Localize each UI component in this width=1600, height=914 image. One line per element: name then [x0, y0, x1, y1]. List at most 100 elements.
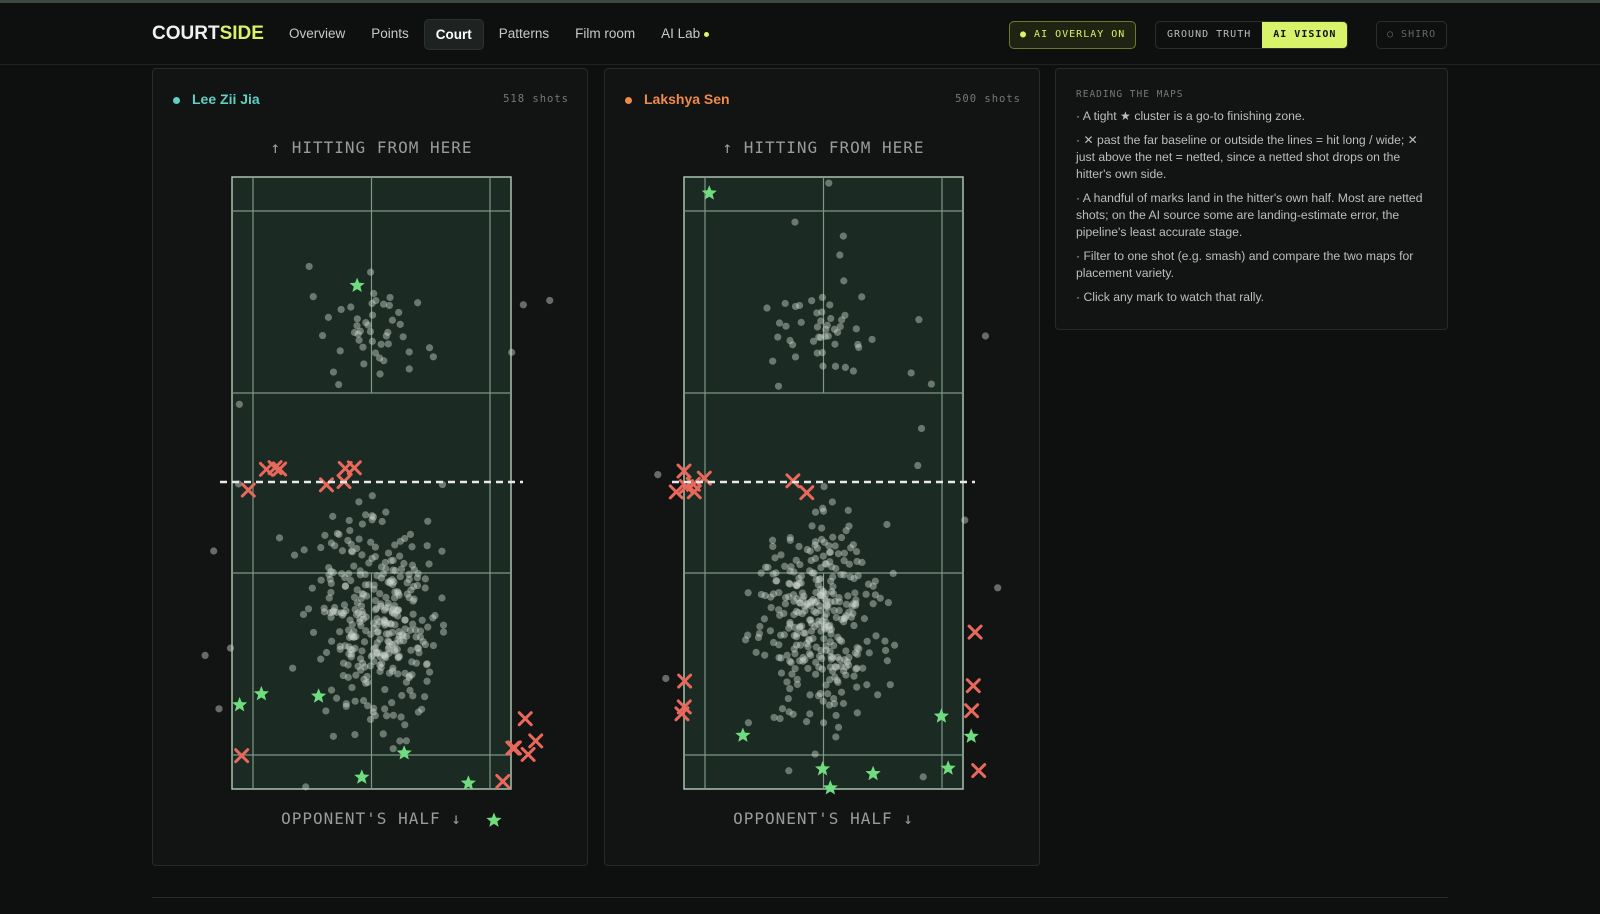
- shot-dot[interactable]: [353, 544, 361, 553]
- shot-dot[interactable]: [829, 653, 837, 662]
- shot-dot[interactable]: [808, 297, 816, 305]
- shot-dot[interactable]: [333, 529, 342, 538]
- shot-dot[interactable]: [654, 471, 662, 479]
- shot-dot[interactable]: [328, 637, 336, 645]
- shot-dot[interactable]: [853, 683, 861, 691]
- shot-dot[interactable]: [808, 522, 816, 530]
- shot-dot[interactable]: [915, 316, 923, 324]
- shot-dot[interactable]: [833, 676, 841, 684]
- shot-dot[interactable]: [361, 581, 369, 589]
- shot-dot[interactable]: [840, 571, 848, 579]
- shot-dot[interactable]: [781, 594, 790, 602]
- shot-dot[interactable]: [803, 545, 811, 554]
- shot-dot[interactable]: [394, 606, 402, 614]
- shot-dot[interactable]: [425, 344, 434, 352]
- shot-dot[interactable]: [837, 688, 846, 696]
- miss-mark[interactable]: [517, 711, 533, 727]
- shot-dot[interactable]: [381, 705, 389, 713]
- shot-dot[interactable]: [396, 573, 404, 581]
- shot-dot[interactable]: [373, 649, 381, 658]
- shot-dot[interactable]: [400, 559, 408, 568]
- shot-dot[interactable]: [823, 597, 831, 605]
- shot-dot[interactable]: [816, 592, 824, 600]
- winner-mark[interactable]: [253, 685, 269, 701]
- shot-dot[interactable]: [807, 651, 815, 659]
- shot-dot[interactable]: [795, 579, 803, 587]
- shot-dot[interactable]: [371, 552, 380, 561]
- shot-dot[interactable]: [390, 610, 399, 618]
- shot-dot[interactable]: [815, 652, 824, 660]
- shot-dot[interactable]: [807, 619, 816, 627]
- shot-dot[interactable]: [851, 649, 859, 657]
- shot-dot[interactable]: [803, 640, 811, 648]
- shot-dot[interactable]: [393, 588, 402, 596]
- shot-dot[interactable]: [348, 621, 356, 629]
- shot-dot[interactable]: [369, 311, 377, 319]
- shot-dot[interactable]: [382, 508, 390, 516]
- shot-dot[interactable]: [814, 692, 823, 700]
- shot-dot[interactable]: [376, 635, 384, 643]
- shot-dot[interactable]: [793, 582, 801, 590]
- shot-dot[interactable]: [289, 664, 297, 672]
- shot-dot[interactable]: [842, 671, 850, 679]
- shot-dot[interactable]: [806, 691, 814, 699]
- shot-dot[interactable]: [366, 327, 375, 336]
- shot-dot[interactable]: [811, 622, 819, 631]
- shot-dot[interactable]: [399, 333, 407, 341]
- shot-dot[interactable]: [370, 585, 378, 593]
- shot-dot[interactable]: [832, 711, 840, 720]
- shot-dot[interactable]: [327, 613, 335, 621]
- shot-dot[interactable]: [439, 628, 448, 636]
- miss-mark[interactable]: [520, 746, 536, 762]
- shot-dot[interactable]: [354, 662, 362, 670]
- shot-dot[interactable]: [350, 633, 358, 641]
- shot-dot[interactable]: [341, 642, 349, 650]
- shot-dot[interactable]: [868, 335, 876, 344]
- shot-dot[interactable]: [821, 332, 829, 340]
- shot-dot[interactable]: [812, 609, 820, 617]
- shot-dot[interactable]: [394, 635, 402, 643]
- shot-dot[interactable]: [339, 671, 347, 680]
- shot-dot[interactable]: [844, 506, 852, 514]
- shot-dot[interactable]: [796, 623, 804, 631]
- shot-dot[interactable]: [226, 644, 235, 652]
- shot-dot[interactable]: [786, 567, 794, 575]
- shot-dot[interactable]: [842, 612, 850, 620]
- shot-dot[interactable]: [342, 702, 350, 710]
- shot-dot[interactable]: [356, 615, 364, 623]
- shot-dot[interactable]: [300, 546, 308, 554]
- shot-dot[interactable]: [837, 570, 845, 579]
- shot-dot[interactable]: [419, 638, 427, 646]
- shot-dot[interactable]: [389, 711, 397, 719]
- shot-dot[interactable]: [356, 655, 365, 663]
- shot-dot[interactable]: [821, 595, 829, 603]
- shot-dot[interactable]: [378, 659, 386, 667]
- shot-dot[interactable]: [793, 582, 801, 590]
- shot-dot[interactable]: [358, 590, 366, 598]
- shot-dot[interactable]: [390, 647, 398, 655]
- shot-dot[interactable]: [421, 640, 430, 649]
- shot-dot[interactable]: [774, 333, 782, 341]
- miss-mark[interactable]: [267, 460, 283, 476]
- shot-dot[interactable]: [769, 590, 778, 598]
- shot-dot[interactable]: [369, 708, 377, 716]
- shot-dot[interactable]: [401, 616, 409, 624]
- shot-dot[interactable]: [785, 593, 793, 601]
- shot-dot[interactable]: [401, 669, 409, 677]
- shot-dot[interactable]: [799, 595, 807, 603]
- shot-dot[interactable]: [813, 597, 821, 606]
- shot-dot[interactable]: [394, 653, 402, 661]
- shot-dot[interactable]: [840, 656, 849, 664]
- shot-dot[interactable]: [322, 707, 330, 715]
- shot-dot[interactable]: [377, 663, 385, 672]
- shot-dot[interactable]: [438, 547, 446, 555]
- shot-dot[interactable]: [790, 568, 798, 576]
- shot-dot[interactable]: [781, 562, 789, 570]
- shot-dot[interactable]: [405, 673, 413, 682]
- shot-dot[interactable]: [357, 666, 365, 674]
- shot-dot[interactable]: [388, 640, 396, 649]
- shot-dot[interactable]: [791, 302, 800, 311]
- shot-dot[interactable]: [767, 593, 775, 601]
- shot-dot[interactable]: [827, 630, 835, 638]
- shot-dot[interactable]: [378, 517, 386, 526]
